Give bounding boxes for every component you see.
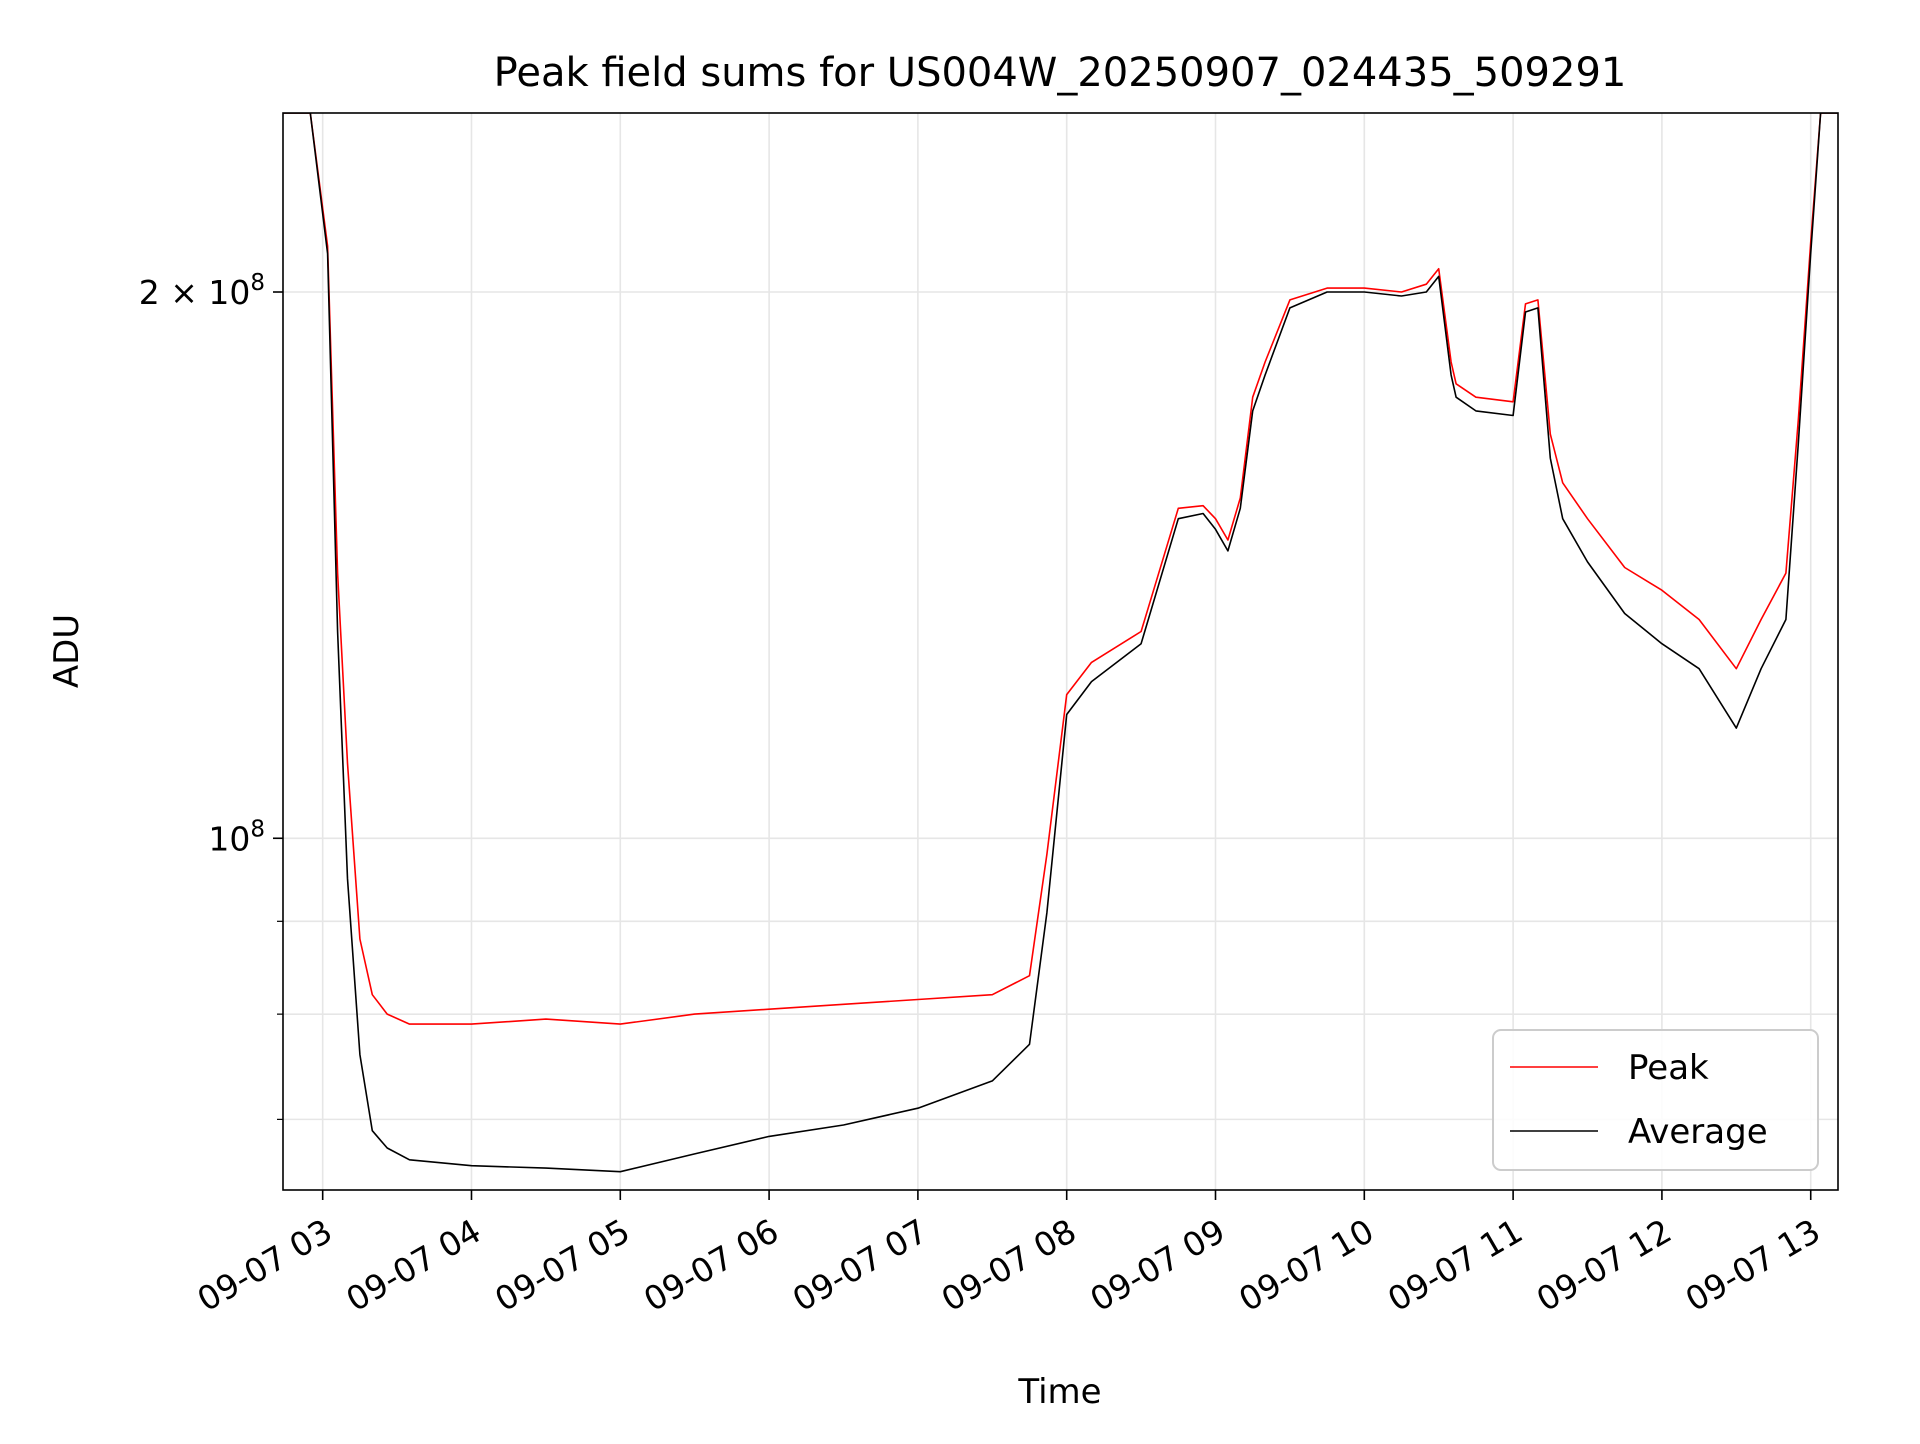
x-axis-label: Time — [1017, 1372, 1101, 1412]
legend-box — [1492, 1029, 1819, 1171]
y-tick-label: 2 × 108 — [139, 270, 265, 312]
series-layer — [283, 113, 1838, 1173]
legend-label-peak: Peak — [1628, 1048, 1709, 1088]
series-line-average — [283, 113, 1838, 1173]
plot-frame — [282, 112, 1839, 1191]
legend-label-average: Average — [1628, 1112, 1768, 1152]
y-axis-label: ADU — [47, 614, 87, 688]
chart-title: Peak field sums for US004W_20250907_0244… — [494, 50, 1627, 96]
series-line-peak — [283, 113, 1838, 1025]
y-tick-label: 108 — [208, 816, 265, 858]
legend: Peak Average — [1492, 1029, 1819, 1171]
